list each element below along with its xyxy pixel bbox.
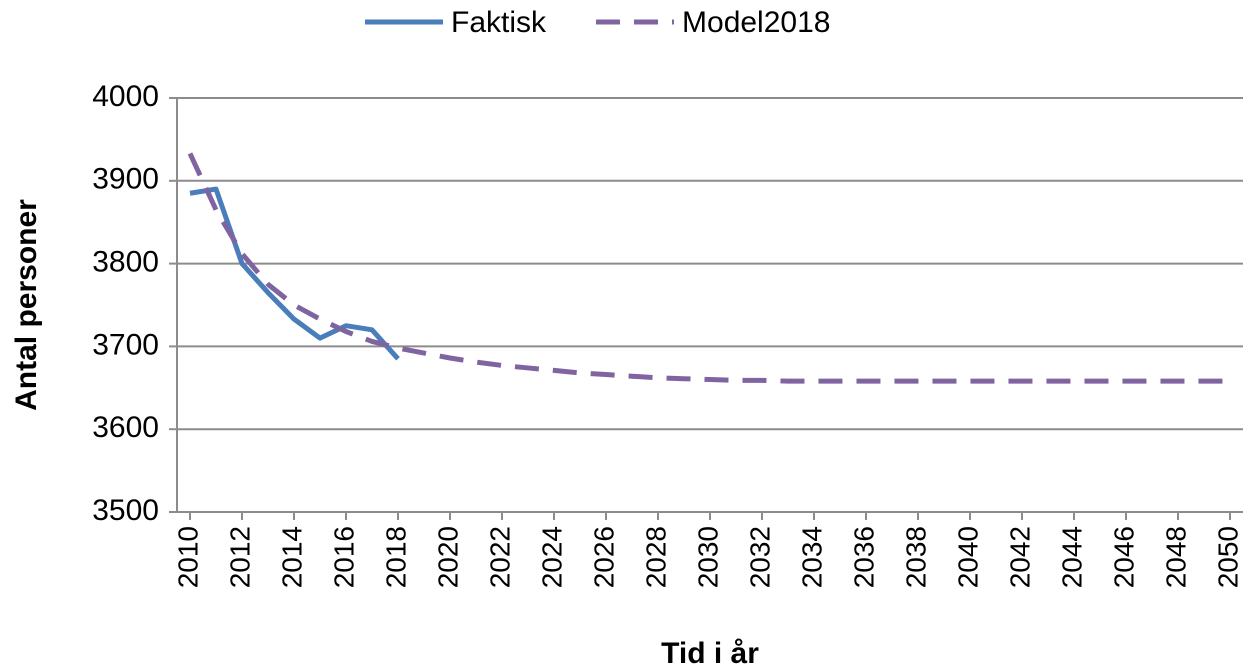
- x-tick-label: 2036: [848, 526, 879, 588]
- x-tick-label: 2042: [1004, 526, 1035, 588]
- series-line: [187, 152, 1230, 384]
- legend-label: Faktisk: [451, 6, 547, 39]
- x-tick-label: 2028: [640, 526, 671, 588]
- y-tick-label: 3500: [92, 494, 159, 527]
- x-tick-label: 2050: [1212, 526, 1243, 588]
- y-tick-label: 3700: [92, 328, 159, 361]
- x-tick-label: 2048: [1160, 526, 1191, 588]
- x-tick-label: 2040: [952, 526, 983, 588]
- x-tick-label: 2032: [744, 526, 775, 588]
- x-tick-label: 2012: [224, 526, 255, 588]
- x-tick-label: 2026: [588, 526, 619, 588]
- x-tick-label: 2016: [328, 526, 359, 588]
- y-axis-title: Antal personer: [10, 199, 43, 411]
- legend-label: Model2018: [682, 6, 830, 39]
- x-tick-label: 2038: [900, 526, 931, 588]
- x-tick-label: 2024: [536, 526, 567, 588]
- x-axis-title: Tid i år: [661, 637, 759, 670]
- x-tick-label: 2030: [692, 526, 723, 588]
- x-tick-label: 2010: [172, 526, 203, 588]
- x-tick-label: 2014: [276, 526, 307, 588]
- series-line: [189, 186, 400, 361]
- x-tick-label: 2022: [484, 526, 515, 588]
- y-tick-label: 4000: [92, 80, 159, 113]
- y-tick-label: 3800: [92, 246, 159, 279]
- x-tick-label: 2046: [1108, 526, 1139, 588]
- y-tick-label: 3600: [92, 411, 159, 444]
- x-tick-label: 2034: [796, 526, 827, 588]
- y-tick-label: 3900: [92, 163, 159, 196]
- x-tick-label: 2018: [380, 526, 411, 588]
- x-tick-label: 2044: [1056, 526, 1087, 588]
- x-tick-label: 2020: [432, 526, 463, 588]
